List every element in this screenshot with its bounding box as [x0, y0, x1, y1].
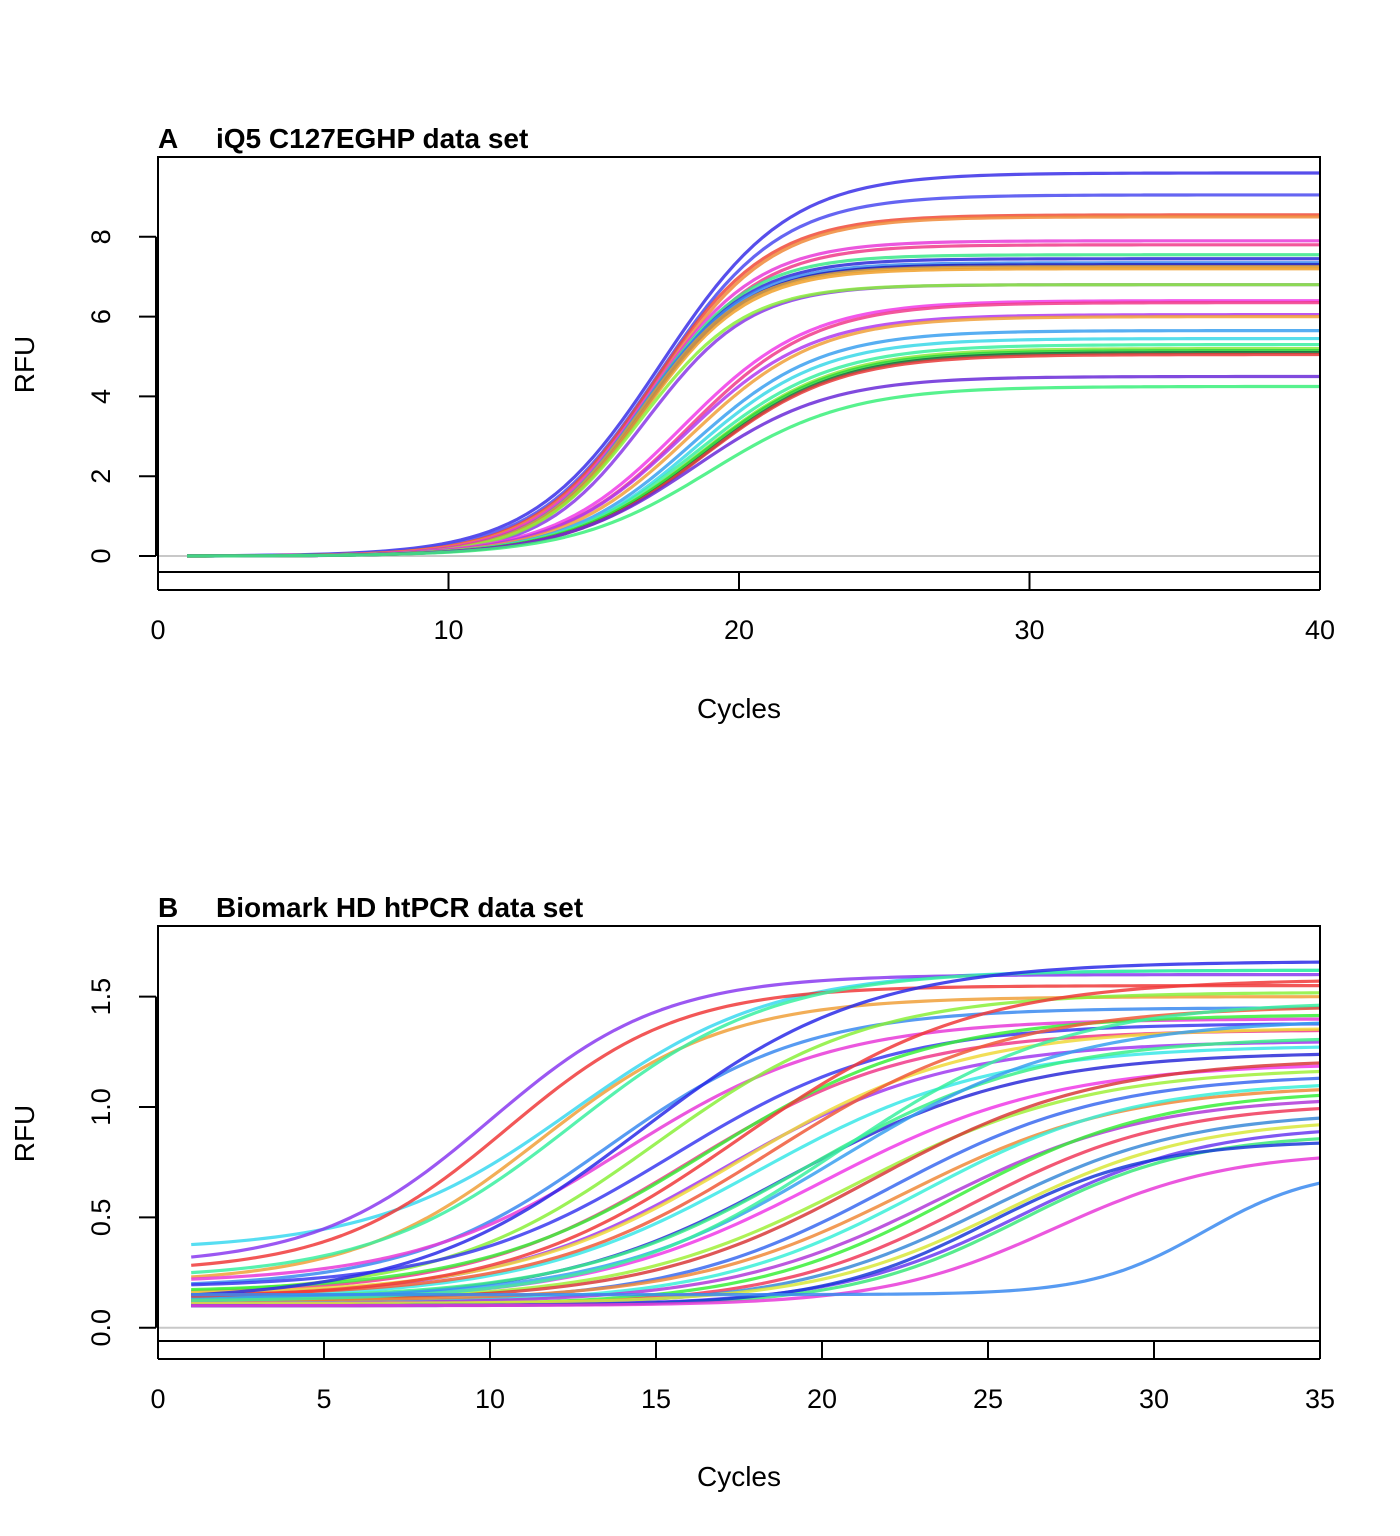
plot-frame	[157, 156, 1321, 573]
y-axis-label: RFU	[9, 336, 40, 394]
amplification-curve	[191, 972, 1321, 1259]
amplification-curve	[191, 984, 1321, 1267]
x-tick-label: 30	[1139, 1384, 1169, 1414]
x-tick-label: 30	[1014, 615, 1044, 645]
y-tick-label: 6	[86, 309, 116, 324]
y-tick-label: 0.0	[86, 1309, 116, 1347]
x-tick-label: 0	[150, 615, 165, 645]
amplification-curve	[191, 995, 1321, 1279]
amplification-curve	[191, 1181, 1321, 1297]
amplification-curve	[191, 1045, 1321, 1299]
amplification-curve	[191, 1123, 1321, 1306]
y-tick-label: 0.5	[86, 1199, 116, 1237]
amplification-curve	[191, 1006, 1321, 1286]
amplification-curve	[191, 1006, 1321, 1297]
amplification-curve	[191, 979, 1321, 1298]
amplification-curve	[191, 960, 1321, 1297]
x-tick-label: 25	[973, 1384, 1003, 1414]
amplification-curve	[191, 968, 1321, 1275]
amplification-curve	[191, 991, 1321, 1293]
panel-a: 0 10 20 30 40 0 2 4 6 8 A iQ5 C127EGHP data set Cycl…	[9, 123, 1335, 724]
x-tick-label: 15	[641, 1384, 671, 1414]
amplification-curve	[187, 352, 1321, 558]
x-tick-label: 10	[433, 615, 463, 645]
x-tick-label: 20	[724, 615, 754, 645]
chart-title: Biomark HD htPCR data set	[216, 892, 583, 923]
plot-frame	[157, 925, 1321, 1342]
x-axis-label: Cycles	[697, 1461, 781, 1492]
y-tick-label: 1.0	[86, 1088, 116, 1126]
panel-letter: A	[158, 123, 178, 154]
y-axis-label: RFU	[9, 1105, 40, 1163]
amplification-curve	[187, 265, 1320, 558]
x-tick-label: 0	[150, 1384, 165, 1414]
x-tick-label: 5	[316, 1384, 331, 1414]
amplification-curve	[187, 374, 1320, 558]
panel-b: 0 5 10 15 20 25 30 35 0.0 0.5 1.0 1.5 B Biomark HD ht…	[9, 892, 1335, 1492]
y-tick-label: 0	[86, 549, 116, 564]
amplification-curve	[191, 1156, 1321, 1308]
amplification-curve	[187, 384, 1321, 558]
amplification-curve	[187, 350, 1320, 558]
y-tick-label: 8	[86, 229, 116, 244]
x-tick-label: 35	[1305, 1384, 1335, 1414]
y-tick-label: 2	[86, 469, 116, 484]
x-tick-label: 20	[807, 1384, 837, 1414]
chart-title: iQ5 C127EGHP data set	[216, 123, 528, 154]
x-tick-label: 40	[1305, 615, 1335, 645]
panel-letter: B	[158, 892, 178, 923]
x-axis-label: Cycles	[697, 693, 781, 724]
y-tick-label: 4	[86, 389, 116, 404]
y-tick-label: 1.5	[86, 978, 116, 1016]
x-tick-label: 10	[475, 1384, 505, 1414]
